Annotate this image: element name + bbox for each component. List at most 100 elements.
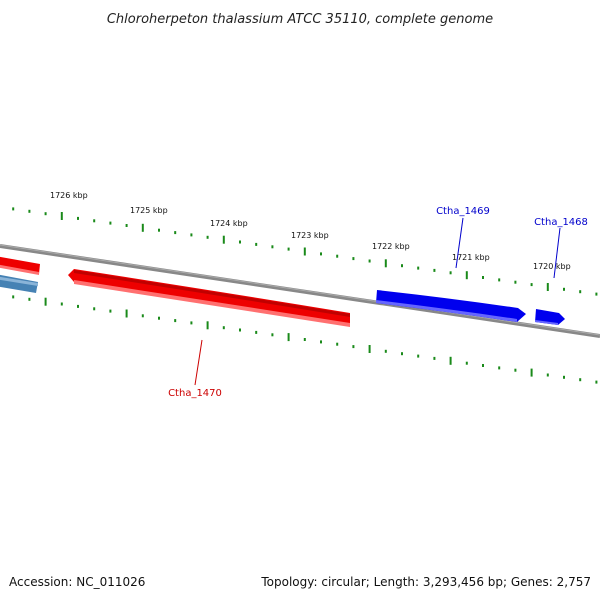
inner-ring-minor-tick (336, 342, 339, 346)
outer-ring-minor-tick (44, 212, 47, 216)
inner-ring-minor-tick (12, 295, 15, 299)
outer-ring-minor-tick (287, 247, 290, 251)
inner-ring-major-tick (44, 297, 47, 306)
inner-ring-minor-tick (563, 375, 565, 379)
outer-ring-minor-tick (93, 219, 96, 223)
outer-ring-minor-tick (449, 271, 452, 275)
inner-ring-minor-tick (239, 328, 241, 332)
inner-ring-minor-tick (384, 349, 387, 353)
inner-ring-minor-tick (352, 345, 355, 349)
inner-ring-minor-tick (255, 330, 258, 334)
inner-ring-minor-tick (514, 368, 517, 372)
inner-ring-minor-tick (417, 354, 420, 358)
inner-ring-minor-tick (595, 380, 598, 384)
outer-ring-minor-tick (514, 280, 517, 284)
outer-ring-minor-tick (28, 209, 31, 213)
outer-ring-minor-tick (190, 233, 193, 237)
outer-ring-minor-tick (563, 287, 565, 291)
outer-ring-major-tick (546, 283, 549, 291)
inner-ring-minor-tick (158, 316, 160, 320)
inner-ring-minor-tick (320, 340, 322, 344)
inner-ring-minor-tick (174, 319, 177, 323)
outer-ring-minor-tick (158, 228, 160, 232)
outer-ring-minor-tick (498, 278, 501, 282)
inner-ring-minor-tick (303, 338, 306, 341)
scale-label-1722: 1722 kbp (372, 242, 410, 251)
genome-backbone (0, 244, 600, 338)
scale-label-1723: 1723 kbp (291, 231, 329, 240)
outer-ring-minor-tick (417, 266, 420, 270)
inner-ring-minor-tick (109, 309, 112, 313)
outer-ring-minor-tick (271, 245, 274, 249)
inner-ring-minor-tick (579, 378, 582, 382)
inner-ring-minor-tick (190, 321, 193, 325)
outer-ring-minor-tick (336, 254, 339, 258)
outer-ring-major-tick (222, 235, 225, 244)
outer-tick-ring (12, 207, 598, 296)
outer-ring-minor-tick (433, 268, 436, 272)
inner-ring-minor-tick (222, 326, 225, 330)
inner-ring-minor-tick (141, 314, 144, 318)
gene-label-Ctha_1470[interactable]: Ctha_1470 (168, 388, 222, 399)
gene-Ctha_1470[interactable] (68, 269, 350, 327)
outer-ring-major-tick (384, 259, 387, 268)
gene-Ctha_1468[interactable] (535, 309, 565, 325)
inner-ring-minor-tick (60, 302, 63, 306)
outer-ring-minor-tick (368, 259, 371, 263)
outer-ring-minor-tick (482, 276, 484, 279)
inner-ring-major-tick (368, 345, 371, 353)
inner-ring-major-tick (530, 368, 533, 377)
inner-ring-minor-tick (77, 304, 79, 308)
gene-feature-left-red[interactable] (0, 256, 40, 275)
outer-ring-minor-tick (109, 221, 112, 225)
scale-label-1726: 1726 kbp (50, 191, 88, 200)
inner-ring-minor-tick (271, 333, 274, 337)
outer-ring-minor-tick (255, 242, 258, 246)
gene-label-Ctha_1468[interactable]: Ctha_1468 (534, 217, 588, 228)
leader-line-Ctha_1468 (553, 227, 561, 279)
inner-ring-minor-tick (482, 364, 484, 367)
inner-ring-minor-tick (498, 366, 501, 370)
outer-ring-minor-tick (77, 216, 79, 220)
outer-ring-minor-tick (239, 240, 241, 244)
outer-ring-minor-tick (595, 292, 598, 296)
outer-ring-minor-tick (125, 224, 128, 227)
outer-ring-major-tick (141, 223, 144, 232)
outer-ring-major-tick (303, 247, 306, 256)
leader-line-Ctha_1469 (455, 217, 464, 269)
outer-ring-major-tick (465, 271, 468, 280)
outer-ring-minor-tick (320, 252, 322, 256)
inner-ring-minor-tick (401, 352, 403, 356)
genome-backbone-highlight (0, 244, 600, 336)
outer-ring-minor-tick (206, 235, 209, 239)
inner-ring-minor-tick (93, 307, 96, 311)
scale-label-1720: 1720 kbp (533, 262, 571, 271)
gene-feature-left-steelblue[interactable] (0, 274, 38, 293)
gene-label-Ctha_1469[interactable]: Ctha_1469 (436, 206, 490, 217)
inner-ring-major-tick (287, 333, 290, 342)
genome-summary-text: Topology: circular; Length: 3,293,456 bp… (260, 575, 591, 589)
gene-Ctha_1469[interactable] (376, 290, 526, 322)
inner-ring-major-tick (449, 356, 452, 365)
inner-tick-ring (12, 295, 598, 384)
outer-ring-minor-tick (530, 283, 533, 287)
scale-label-1725: 1725 kbp (130, 206, 168, 215)
outer-ring-minor-tick (174, 231, 177, 235)
inner-ring-minor-tick (28, 297, 31, 301)
scale-label-1721: 1721 kbp (452, 253, 490, 262)
scale-label-1724: 1724 kbp (210, 219, 248, 228)
outer-ring-minor-tick (401, 264, 403, 268)
inner-ring-major-tick (125, 309, 128, 318)
outer-ring-minor-tick (579, 290, 582, 294)
outer-ring-minor-tick (352, 257, 355, 261)
inner-ring-minor-tick (546, 373, 549, 377)
inner-ring-minor-tick (433, 356, 436, 360)
map-title: Chloroherpeton thalassium ATCC 35110, co… (107, 12, 493, 27)
inner-ring-major-tick (206, 321, 209, 330)
outer-ring-minor-tick (12, 207, 15, 211)
accession-text: Accession: NC_011026 (9, 575, 145, 589)
inner-ring-minor-tick (465, 361, 468, 365)
leader-line-Ctha_1470 (194, 339, 203, 386)
outer-ring-major-tick (60, 212, 63, 220)
